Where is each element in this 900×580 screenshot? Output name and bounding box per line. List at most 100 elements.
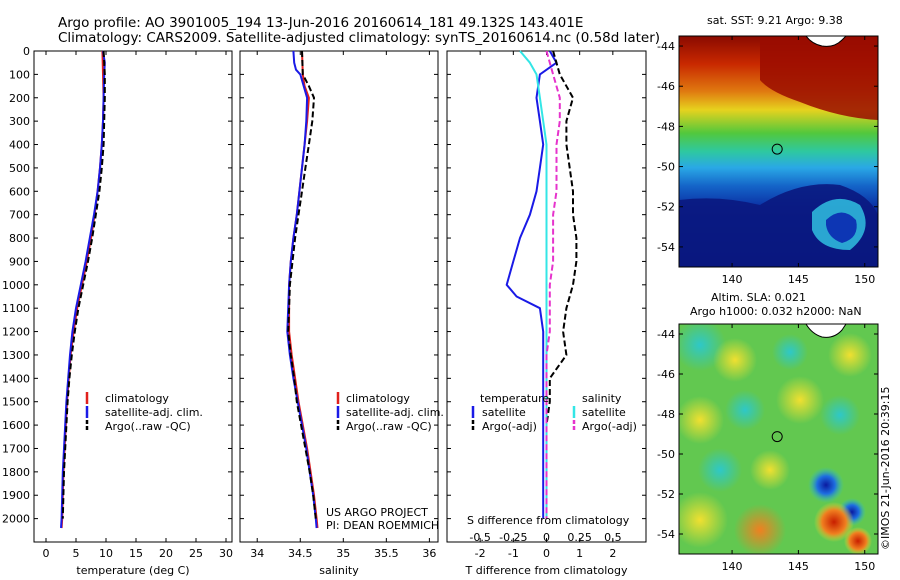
y-tick-label: 1800 [2, 466, 30, 479]
x-tick-label: -2 [475, 547, 486, 560]
y-tick-label: 1000 [2, 279, 30, 292]
y-tick-label: 900 [9, 255, 30, 268]
salinity-chart: 34 34.5 35 35.5 36 salinity [240, 50, 438, 577]
y-tick-label: 1700 [2, 442, 30, 455]
legend-label-climatology: climatology [105, 392, 169, 405]
series-line-argo-raw-qc- [287, 50, 317, 519]
project-credit-line-1: US ARGO PROJECT [326, 506, 428, 519]
sst-map-axes: 140 145 150 -44 -46 -48 -50 -52 -54 [657, 36, 878, 286]
y-tick-label: 200 [9, 92, 30, 105]
map-x-tick-label: 150 [854, 273, 875, 286]
y-tick-label: 1400 [2, 372, 30, 385]
sst-map-frame [678, 35, 879, 268]
x-axis-label: T difference from climatology [465, 564, 628, 577]
sla-blob [734, 504, 786, 554]
temperature-legend: climatology satellite-adj. clim. Argo(..… [85, 392, 203, 433]
sla-blob [814, 502, 854, 542]
x-tick-label: 0 [543, 547, 550, 560]
sla-blob [713, 338, 757, 382]
x-tick-label: 15 [129, 547, 143, 560]
x-tick-label: 5 [73, 547, 80, 560]
sla-blob [750, 450, 790, 490]
sla-map-title: Altim. SLA: 0.021 [711, 291, 806, 304]
series-line-argo-raw-qc- [61, 50, 106, 519]
temperature-panel-frame [33, 50, 233, 543]
map-y-tick-label: -50 [657, 448, 675, 461]
y-tick-label: 1900 [2, 489, 30, 502]
map-y-tick-label: -52 [657, 488, 675, 501]
map-y-tick-label: -44 [657, 328, 675, 341]
sst-map-title: sat. SST: 9.21 Argo: 9.38 [707, 14, 843, 27]
y-tick-label: 0 [23, 45, 30, 58]
sla-map-frame [678, 323, 879, 555]
sla-map-subtitle: Argo h1000: 0.032 h2000: NaN [690, 305, 862, 318]
x-tick-label: 34.5 [288, 547, 313, 560]
x-tick-label: 35 [336, 547, 350, 560]
series-line-satellite [505, 50, 558, 519]
x-tick-label: -1 [508, 547, 519, 560]
x-tick-label: 34 [250, 547, 264, 560]
y-tick-label: 2000 [2, 513, 30, 526]
difference-x2-ticks: -0.5 -0.25 0 0.25 0.5 [469, 531, 621, 544]
x-tick-label: 0 [43, 547, 50, 560]
map-y-tick-label: -46 [657, 80, 675, 93]
x2-tick-label: 0.25 [567, 531, 592, 544]
project-credit-line-2: PI: DEAN ROEMMICH [326, 519, 439, 532]
sla-blob [844, 527, 872, 554]
x2-tick-label: -0.25 [499, 531, 527, 544]
x-tick-label: 20 [159, 547, 173, 560]
temperature-chart: 0100200300400500600700800900100011001200… [2, 45, 233, 577]
y-tick-label: 1600 [2, 419, 30, 432]
sla-blob [725, 390, 765, 430]
x-tick-label: 30 [219, 547, 233, 560]
y-tick-label: 500 [9, 162, 30, 175]
sla-heatmap [679, 324, 878, 554]
sst-argo-location-marker [771, 143, 783, 155]
x-tick-label: 1 [576, 547, 583, 560]
y-tick-label: 800 [9, 232, 30, 245]
map-x-tick-label: 145 [788, 273, 809, 286]
map-y-tick-label: -54 [657, 528, 675, 541]
sla-map-axes: 140 145 150 -44 -46 -48 -50 -52 -54 [657, 324, 878, 573]
x2-tick-label: 0.5 [604, 531, 622, 544]
sla-land [805, 324, 847, 338]
map-y-tick-label: -48 [657, 408, 675, 421]
legend-label-argo: Argo(..raw -QC) [105, 420, 191, 433]
sst-heatmap [679, 36, 878, 267]
y-tick-label: 1100 [2, 302, 30, 315]
x-tick-label: 25 [189, 547, 203, 560]
map-y-tick-label: -46 [657, 368, 675, 381]
map-y-tick-label: -50 [657, 161, 675, 174]
x-tick-label: 35.5 [374, 547, 399, 560]
x-tick-label: 36 [422, 547, 436, 560]
map-x-tick-label: 140 [722, 560, 743, 573]
y-tick-label: 600 [9, 185, 30, 198]
map-y-tick-label: -48 [657, 120, 675, 133]
series-line-satellite-adj-clim- [60, 50, 106, 529]
legend-label-sal-argo: Argo(-adj) [582, 420, 637, 433]
y-tick-label: 400 [9, 139, 30, 152]
salinity-legend: climatology satellite-adj. clim. Argo(..… [336, 392, 444, 433]
y-tick-label: 1500 [2, 396, 30, 409]
salinity-panel-frame [239, 50, 439, 543]
sst-land [805, 36, 847, 47]
map-x-tick-label: 145 [788, 560, 809, 573]
legend-label-sal-satellite: satellite [582, 406, 626, 419]
sst-warm-core [760, 36, 878, 120]
x-tick-label: 2 [609, 547, 616, 560]
x2-tick-label: 0 [543, 531, 550, 544]
series-line-climatology [288, 50, 319, 529]
map-x-tick-label: 140 [722, 273, 743, 286]
difference-x2-label: S difference from climatology [467, 514, 630, 527]
sla-blob [698, 448, 742, 492]
sla-blob [828, 333, 872, 377]
legend-label-temp-satellite: satellite [482, 406, 526, 419]
legend-group-temperature-title: temperature [480, 392, 549, 405]
y-tick-label: 100 [9, 68, 30, 81]
sla-blob [679, 396, 724, 444]
sla-argo-location-marker [771, 431, 783, 443]
sla-blob [820, 395, 860, 435]
header-line-1: Argo profile: AO 3901005_194 13-Jun-2016… [58, 15, 583, 31]
series-line-climatology [60, 50, 105, 529]
